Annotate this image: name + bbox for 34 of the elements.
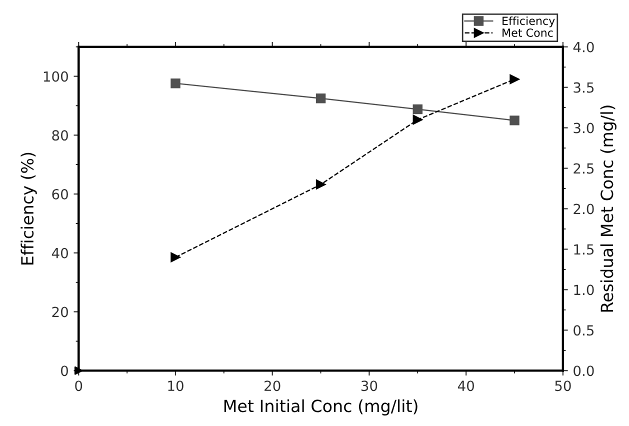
- y2-tick-label: 3.0: [574, 122, 594, 134]
- point: [316, 94, 326, 104]
- y-tick-label: 0: [60, 366, 68, 376]
- legend-label: Efficiency: [502, 16, 555, 28]
- y-tick-label: 80: [52, 130, 68, 141]
- x-tick-label: 50: [555, 380, 571, 392]
- legend-label: Met Conc: [502, 28, 553, 37]
- y-tick-label: 20: [52, 306, 68, 318]
- x-tick-label: 40: [458, 380, 474, 392]
- point: [316, 180, 326, 190]
- y2-tick-label: 0.5: [574, 325, 594, 336]
- y-axis-title: Efficiency (%): [20, 152, 37, 264]
- y-tick-label: 40: [52, 248, 68, 258]
- point: [510, 74, 520, 84]
- y-tick-label: 100: [44, 71, 68, 82]
- y2-tick-label: 2.0: [574, 204, 594, 214]
- x-tick-label: 0: [75, 380, 82, 392]
- point: [412, 104, 423, 114]
- point: [412, 114, 423, 125]
- y2-tick-label: 2.5: [574, 163, 594, 174]
- y2-tick-label: 1.5: [574, 244, 594, 255]
- y2-axis-title: Residual Met Conc (mg/l): [600, 106, 616, 312]
- y2-tick-label: 1.0: [574, 284, 594, 296]
- y-tick-label: 60: [52, 188, 68, 200]
- y2-tick-label: 4.0: [573, 42, 594, 52]
- x-tick-label: 10: [168, 380, 184, 392]
- y2-tick-label: 3.5: [574, 82, 594, 93]
- y2-tick-label: 0.0: [574, 366, 594, 376]
- point: [170, 78, 180, 88]
- x-tick-label: 30: [361, 380, 378, 392]
- point: [510, 116, 520, 126]
- x-axis-title: Met Initial Conc (mg/lit): [224, 399, 418, 416]
- x-tick-label: 20: [264, 380, 280, 392]
- point: [170, 252, 180, 262]
